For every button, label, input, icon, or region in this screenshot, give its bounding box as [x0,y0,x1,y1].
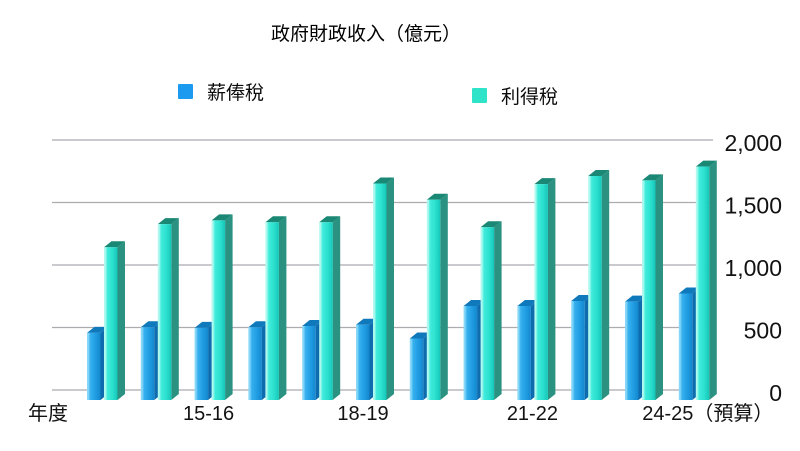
legend-label-salaries-tax: 薪俸稅 [207,82,265,104]
bar-profits-tax-19-20-side [440,193,448,400]
bar-profits-tax-20-21 [480,227,495,400]
bar-salaries-tax-24-25-top [678,287,700,294]
bar-profits-tax-17-18 [319,222,333,400]
bar-salaries-tax-20-21-top [463,300,485,306]
bar-profits-tax-23-24-top [642,174,663,181]
bar-profits-tax-14-15-top [157,218,179,225]
bar-salaries-tax-21-22-top [517,300,539,306]
x-tick-label-15-16: 15-16 [183,403,234,425]
bar-salaries-tax-23-24 [625,301,639,400]
bar-salaries-tax-22-23-top [571,295,593,301]
bar-salaries-tax-21-22 [517,306,531,400]
bar-profits-tax-21-22-side [547,178,556,400]
bar-profits-tax-18-19-top [373,177,394,184]
bar-salaries-tax-16-17 [248,327,262,400]
bar-profits-tax-14-15-side [171,218,179,400]
bar-salaries-tax-16-17-top [248,321,270,328]
bar-salaries-tax-19-20 [409,338,424,400]
bar-profits-tax-13-14-top [104,241,125,248]
bar-profits-tax-15-16-side [225,214,233,400]
y-tick-label-1500: 1,500 [724,193,782,219]
x-tick-label-21-22: 21-22 [507,403,558,425]
legend-swatch-salaries-tax-icon [178,83,193,99]
bar-salaries-tax-14-15 [140,327,155,400]
y-tick-label-1000: 1,000 [724,255,782,281]
bar-profits-tax-19-20-top [426,193,448,200]
bar-profits-tax-16-17-side [278,216,287,400]
bar-salaries-tax-20-21 [463,306,478,400]
bar-profits-tax-22-23 [588,176,602,400]
bar-profits-tax-15-16-top [211,214,233,221]
bar-profits-tax-13-14 [104,247,118,400]
bar-salaries-tax-17-18 [302,326,316,400]
bar-profits-tax-23-24-side [655,174,663,400]
y-tick-label-500: 500 [744,318,782,344]
y-tick-label-2000: 2,000 [724,130,782,156]
bar-profits-tax-15-16 [211,220,226,400]
bar-salaries-tax-15-16 [194,327,209,400]
bar-profits-tax-24-25-side [709,160,717,400]
bar-salaries-tax-17-18-top [302,320,324,326]
bar-salaries-tax-13-14-top [87,326,108,333]
bar-profits-tax-16-17 [265,222,279,400]
bar-salaries-tax-18-19 [356,324,370,400]
y-tick-label-0: 0 [769,380,782,406]
x-tick-label-18-19: 18-19 [337,403,388,425]
legend-swatch-profits-tax-icon [472,87,487,103]
bar-profits-tax-13-14-side [117,241,125,400]
bar-salaries-tax-19-20-top [409,332,431,339]
bar-profits-tax-19-20 [426,199,441,400]
bar-profits-tax-22-23-side [601,170,610,400]
bar-salaries-tax-22-23 [571,301,585,400]
x-tick-label-24-25: 24-25（預算） [642,402,773,425]
legend-label-profits-tax: 利得稅 [501,86,559,108]
bar-profits-tax-22-23-top [588,170,610,176]
legend-item-profits-tax: 利得稅 [472,82,558,108]
bar-profits-tax-18-19-side [386,177,394,400]
bar-salaries-tax-14-15-top [140,321,162,328]
legend-item-salaries-tax: 薪俸稅 [178,78,264,104]
bar-profits-tax-23-24 [642,180,656,400]
bar-profits-tax-24-25 [695,166,710,400]
x-axis-title: 年度 [28,402,68,425]
chart-title: 政府財政收入（億元） [270,24,462,45]
bar-salaries-tax-13-14 [87,332,101,400]
bar-profits-tax-21-22 [534,184,548,400]
bar-profits-tax-17-18-top [319,216,341,223]
bar-profits-tax-18-19 [373,183,387,400]
bar-profits-tax-21-22-top [534,178,556,185]
bar-profits-tax-16-17-top [265,216,287,223]
bar-salaries-tax-15-16-top [194,321,216,328]
bar-profits-tax-24-25-top [695,160,717,167]
bar-salaries-tax-18-19-top [356,318,377,325]
bar-profits-tax-17-18-side [332,216,341,400]
bar-profits-tax-20-21-side [494,221,502,400]
bar-profits-tax-20-21-top [480,221,502,228]
bar-salaries-tax-24-25 [678,293,693,400]
bar-profits-tax-14-15 [157,224,172,400]
bar-salaries-tax-23-24-top [625,295,646,302]
